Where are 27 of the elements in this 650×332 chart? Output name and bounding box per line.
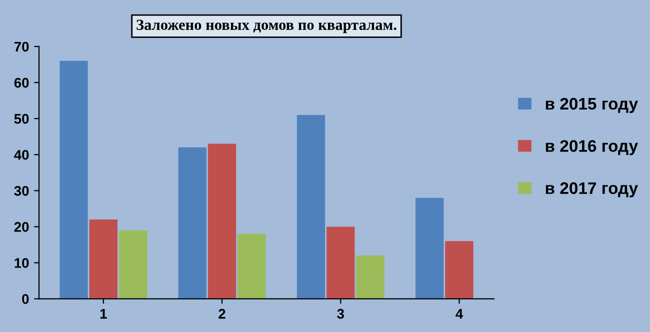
bar: [89, 220, 118, 299]
y-tick-label: 0: [22, 294, 29, 304]
x-tick-label: 2: [218, 308, 226, 319]
bar: [416, 198, 444, 299]
bar: [60, 60, 88, 299]
legend-label: в 2016 году: [546, 140, 638, 156]
legend-label: в 2015 году: [546, 98, 638, 113]
bar: [238, 234, 266, 299]
y-tick-label: 60: [14, 78, 29, 88]
bar: [118, 230, 148, 299]
bar: [326, 226, 355, 299]
bar: [178, 147, 206, 299]
y-tick-label: 30: [14, 186, 29, 196]
bar: [356, 256, 384, 299]
x-tick-label: 4: [456, 309, 464, 319]
bar: [445, 241, 474, 299]
x-tick-label: 1: [100, 309, 107, 319]
y-tick-label: 50: [14, 114, 29, 124]
y-tick-label: 10: [14, 258, 29, 268]
chart-title: Заложено новых домов по кварталам.: [136, 20, 396, 34]
y-tick-label: 20: [14, 222, 29, 232]
y-tick-label: 40: [14, 150, 29, 160]
legend-label: в 2017 году: [546, 182, 638, 198]
x-tick-label: 3: [337, 308, 344, 319]
y-tick-label: 70: [14, 42, 29, 52]
bar: [208, 144, 236, 299]
bar: [296, 114, 326, 299]
